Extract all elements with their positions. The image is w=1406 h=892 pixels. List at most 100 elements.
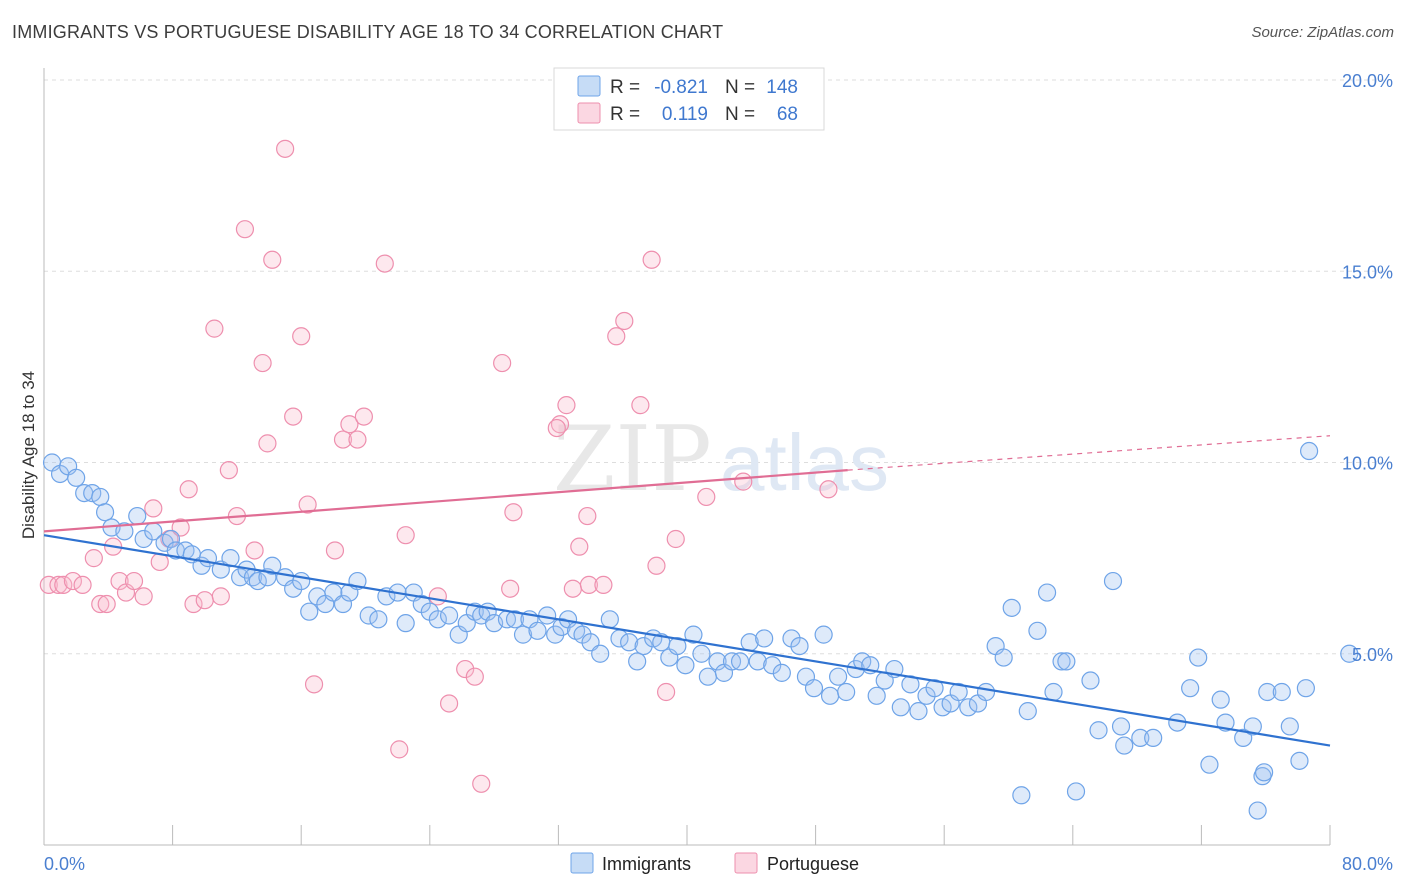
portuguese-point (657, 682, 676, 702)
portuguese-point (211, 587, 230, 606)
portuguese-point (493, 353, 512, 373)
trend-lines (43, 435, 1331, 747)
immigrant-point (925, 679, 944, 698)
legend-bottom-swatch-portuguese (734, 852, 758, 874)
immigrant-point (755, 629, 774, 648)
y-tick-label-1: 10.0% (1342, 454, 1393, 474)
portuguese-point (428, 587, 447, 606)
immigrant-point (1044, 682, 1063, 702)
immigrant-point (628, 652, 647, 671)
immigrant-point (708, 652, 727, 671)
legend-bottom-immigrants: Immigrants (602, 854, 691, 874)
legend-r-value-1: -0.821 (654, 77, 708, 98)
immigrant-point (1057, 652, 1076, 671)
immigrant-point (1052, 652, 1071, 671)
immigrant-point (67, 468, 86, 487)
immigrant-point (1089, 721, 1108, 740)
immigrant-point (396, 614, 415, 633)
immigrant-point (698, 667, 717, 686)
legend-top: R = -0.821 N = 148 R = 0.119 N = 68 (553, 67, 825, 131)
immigrant-point (692, 644, 711, 663)
immigrant-point (1296, 679, 1315, 698)
immigrant-point (1340, 644, 1359, 663)
portuguese-point (563, 579, 582, 598)
y-tick-label-3: 20.0% (1342, 71, 1393, 91)
immigrant-point (439, 606, 459, 625)
immigrant-point (91, 487, 110, 507)
immigrant-point (909, 702, 928, 721)
immigrant-point (95, 503, 115, 522)
immigrant-point (1131, 728, 1150, 748)
immigrant-point (804, 679, 824, 698)
immigrant-point (1103, 571, 1123, 591)
portuguese-point (439, 694, 459, 713)
immigrant-point (620, 633, 639, 652)
portuguese-point (647, 556, 666, 575)
portuguese-point (179, 480, 198, 499)
legend-swatch-portuguese (577, 102, 601, 124)
portuguese-point (304, 675, 324, 694)
legend-r-value-2: 0.119 (662, 104, 708, 125)
immigrant-point (292, 571, 311, 591)
portuguese-point (63, 571, 83, 591)
portuguese-point (348, 430, 367, 449)
portuguese-point (594, 575, 613, 595)
portuguese-point (819, 480, 838, 499)
portuguese-point (110, 571, 129, 591)
legend-bottom-swatch-immigrants (570, 852, 594, 874)
portuguese-point (235, 220, 255, 239)
immigrant-point (248, 571, 267, 591)
immigrant-point (263, 556, 282, 575)
portuguese-point (501, 579, 520, 598)
source-label: Source: ZipAtlas.com (1251, 24, 1394, 41)
watermark-atlas: atlas (720, 418, 889, 507)
portuguese-point (472, 774, 491, 793)
portuguese-point (54, 575, 73, 595)
axes (43, 68, 1331, 846)
portuguese-point (184, 594, 203, 614)
immigrant-point (1018, 702, 1037, 721)
immigrant-point (814, 625, 833, 644)
legend-n-label-2: N = (725, 104, 755, 125)
portuguese-point (375, 254, 394, 273)
immigrant-point (1181, 679, 1200, 698)
portuguese-point (276, 139, 295, 158)
y-tick-label-2: 15.0% (1342, 262, 1393, 282)
portuguese-point (570, 537, 589, 556)
immigrant-point (1144, 728, 1163, 748)
immigrant-point (790, 636, 809, 656)
portuguese-point (219, 461, 238, 480)
portuguese-point (396, 526, 415, 545)
chart-title: IMMIGRANTS VS PORTUGUESE DISABILITY AGE … (12, 22, 724, 42)
immigrants-trend-line (43, 534, 1331, 747)
immigrant-point (359, 606, 378, 625)
portuguese-point (284, 407, 303, 426)
portuguese-point (73, 575, 92, 595)
immigrant-point (1037, 583, 1057, 602)
immigrant-point (1243, 717, 1262, 736)
portuguese-point (465, 667, 484, 686)
portuguese-point (390, 740, 409, 759)
immigrant-point (300, 602, 319, 621)
immigrant-point (428, 610, 447, 629)
portuguese-point (245, 541, 264, 560)
immigrant-point (634, 636, 653, 656)
immigrant-point (1211, 690, 1230, 709)
immigrant-point (684, 625, 703, 644)
immigrant-point (837, 682, 856, 702)
portuguese-point (292, 327, 311, 346)
immigrant-point (1272, 682, 1291, 702)
immigrant-point (1081, 671, 1100, 690)
immigrant-point (333, 594, 353, 614)
immigrant-point (891, 698, 910, 717)
immigrant-point (949, 682, 968, 702)
portuguese-point (333, 430, 353, 449)
immigrant-point (134, 529, 153, 549)
portuguese-point (697, 487, 716, 507)
immigrant-point (976, 682, 996, 702)
portuguese-point (253, 353, 272, 373)
portuguese-point (325, 541, 345, 560)
immigrant-point (994, 648, 1013, 667)
immigrant-point (1111, 717, 1131, 736)
